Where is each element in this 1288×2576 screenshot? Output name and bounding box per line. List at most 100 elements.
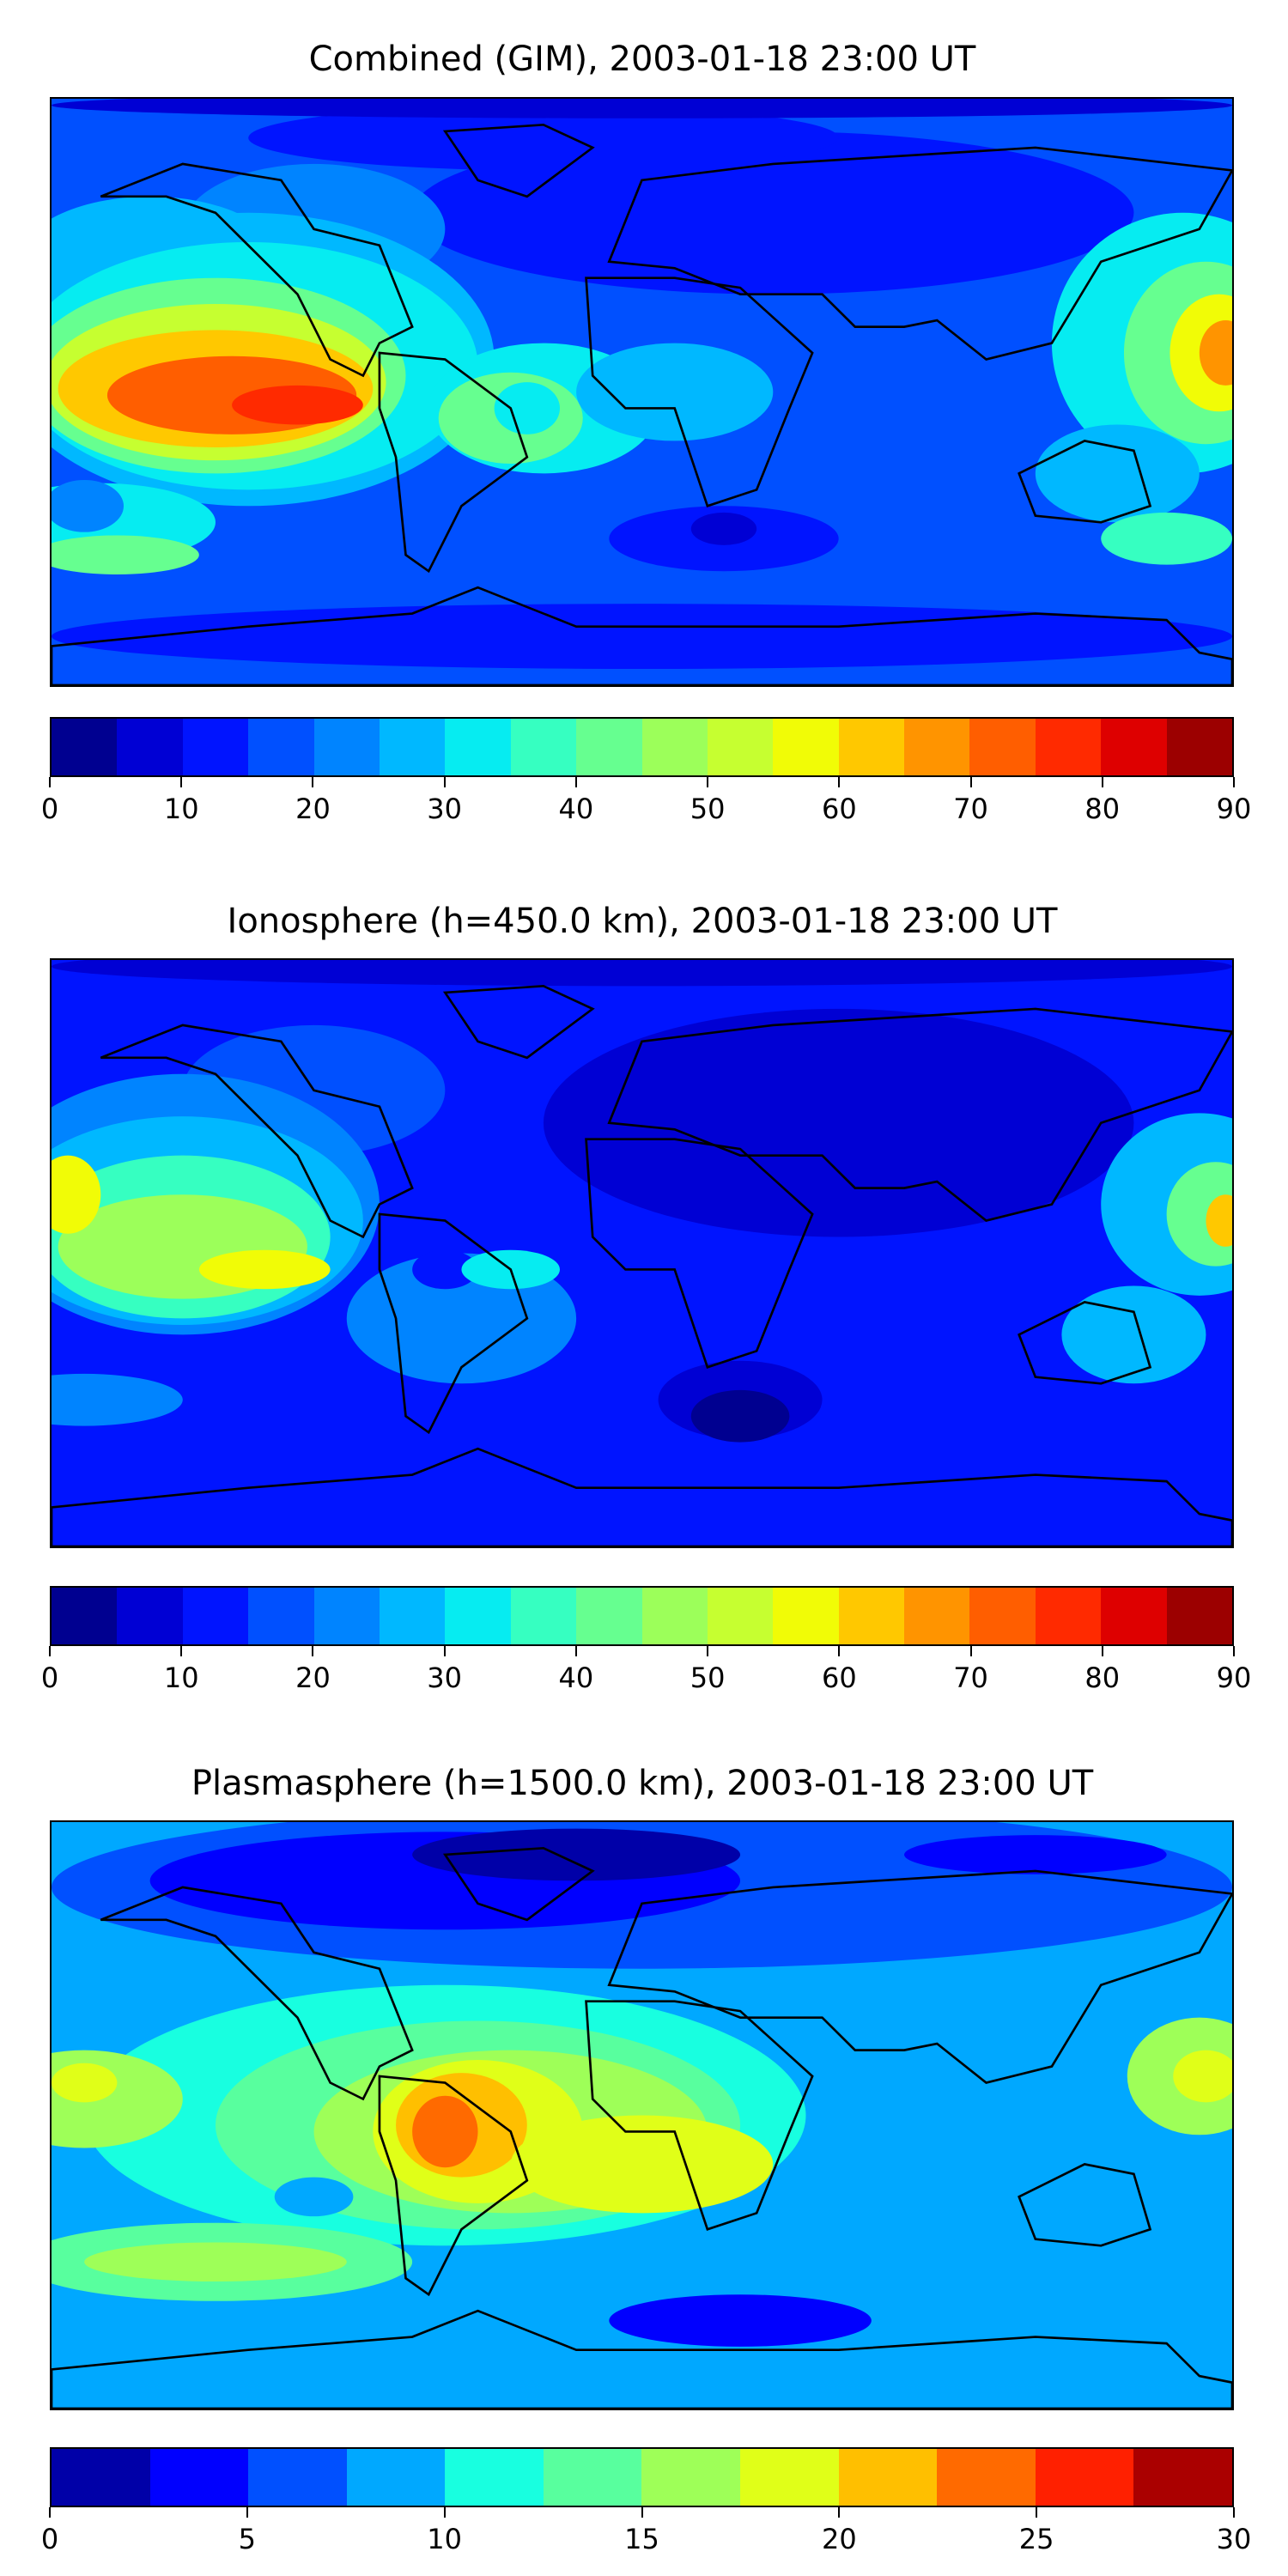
colorbar-segment	[838, 719, 905, 775]
colorbar-tick-label: 90	[1216, 793, 1252, 825]
colorbar-segment	[904, 1588, 970, 1644]
colorbar-segment	[52, 2449, 150, 2506]
colorbar-tick-label: 0	[40, 2523, 59, 2555]
colorbar-tick-label: 80	[1084, 793, 1121, 825]
colorbar-ticks-ionosphere: 0 10 20 30 40 50 60 70 80 90	[41, 1646, 1251, 1706]
colorbar-plasmasphere	[50, 2447, 1234, 2507]
colorbar-segment	[52, 719, 118, 775]
colorbar-tick	[49, 1646, 51, 1656]
contour-region	[1206, 1194, 1232, 1247]
colorbar-tick-label: 0	[40, 793, 59, 825]
coastline	[378, 1212, 529, 1435]
contour-region	[609, 2294, 872, 2347]
colorbar-segment	[969, 1588, 1036, 1644]
colorbar-tick	[838, 777, 841, 787]
colorbar-segment	[1133, 2449, 1232, 2506]
colorbar-segment	[904, 719, 970, 775]
colorbar-segment	[641, 2449, 741, 2506]
colorbar-tick	[180, 777, 183, 787]
panel-title-plasmasphere: Plasmasphere (h=1500.0 km), 2003-01-18 2…	[191, 1764, 1094, 1803]
colorbar-tick-label: 10	[427, 2523, 463, 2555]
colorbar-tick	[1101, 1646, 1103, 1656]
contour-region	[412, 2095, 478, 2168]
contour-region	[543, 1008, 1134, 1237]
colorbar-segment	[641, 1588, 708, 1644]
colorbar-tick	[1233, 2507, 1235, 2518]
contour-region	[52, 960, 1232, 987]
colorbar-segment	[1101, 1588, 1167, 1644]
colorbar-combined	[50, 717, 1234, 777]
contour-region	[198, 1249, 331, 1290]
colorbar-tick-label: 10	[163, 1662, 199, 1694]
coastline	[607, 1869, 1232, 2085]
colorbar-segment	[937, 2449, 1036, 2506]
colorbar-tick-label: 5	[238, 2523, 257, 2555]
colorbar-segment	[445, 1588, 511, 1644]
colorbar-segment	[773, 1588, 839, 1644]
colorbar-tick	[838, 1646, 841, 1656]
colorbar-tick	[443, 2507, 446, 2518]
map-combined	[50, 97, 1234, 687]
colorbar-tick	[1233, 1646, 1235, 1656]
colorbar-segment	[1035, 1588, 1102, 1644]
colorbar-segment	[773, 719, 839, 775]
contour-region	[1173, 2050, 1232, 2103]
colorbar-segment	[248, 1588, 314, 1644]
colorbar-tick-label: 20	[295, 1662, 331, 1694]
colorbar-tick-label: 30	[1216, 2523, 1252, 2555]
colorbar-segment	[1035, 719, 1102, 775]
colorbar-segment	[576, 719, 642, 775]
coastline	[585, 276, 814, 507]
colorbar-segment	[707, 1588, 774, 1644]
colorbar-tick	[1233, 777, 1235, 787]
colorbar-segment	[510, 719, 577, 775]
contour-region	[1035, 424, 1200, 523]
contour-region	[904, 2229, 1167, 2328]
colorbar-tick	[443, 777, 446, 787]
colorbar-segment	[576, 1588, 642, 1644]
coastline	[100, 1024, 414, 1239]
map-plasmasphere	[50, 1820, 1234, 2410]
colorbar-segment	[510, 1588, 577, 1644]
colorbar-tick-label: 40	[558, 1662, 594, 1694]
contour-region	[412, 1828, 741, 1881]
colorbar-tick-label: 15	[624, 2523, 659, 2555]
coastline	[585, 1138, 814, 1369]
contour-region	[52, 99, 1232, 118]
coastline	[100, 162, 414, 378]
coastline	[1018, 440, 1152, 524]
colorbar-segment	[1166, 719, 1233, 775]
colorbar-ticks-combined: 0 10 20 30 40 50 60 70 80 90	[41, 777, 1251, 837]
contour-region	[494, 382, 561, 434]
coastline	[607, 1007, 1232, 1223]
colorbar-tick	[180, 1646, 183, 1656]
colorbar-tick	[838, 2507, 841, 2518]
colorbar-tick-label: 10	[163, 793, 199, 825]
coastline	[52, 2309, 1232, 2409]
colorbar-tick-label: 70	[953, 793, 988, 825]
coastline	[442, 985, 595, 1060]
contour-region	[52, 479, 125, 532]
panel-title-ionosphere: Ionosphere (h=450.0 km), 2003-01-18 23:0…	[227, 902, 1058, 941]
contour-region	[52, 1373, 183, 1426]
colorbar-segment	[838, 1588, 905, 1644]
colorbar-segment	[641, 719, 708, 775]
contour-region	[904, 1835, 1167, 1874]
colorbar-tick-label: 50	[690, 1662, 726, 1694]
contour-region	[412, 131, 1134, 295]
colorbar-segment	[740, 2449, 839, 2506]
colorbar-tick-label: 25	[1018, 2523, 1054, 2555]
colorbar-segment	[1101, 719, 1167, 775]
colorbar-segment	[52, 1588, 118, 1644]
contour-region	[690, 512, 757, 545]
colorbar-segment	[313, 719, 380, 775]
contour-region	[1101, 512, 1232, 565]
coastline	[1018, 2163, 1152, 2247]
colorbar-segment	[182, 719, 249, 775]
colorbar-segment	[182, 1588, 249, 1644]
coastline	[442, 1847, 595, 1922]
coastline	[52, 586, 1232, 685]
colorbar-tick	[641, 2507, 643, 2518]
colorbar-tick	[707, 777, 709, 787]
